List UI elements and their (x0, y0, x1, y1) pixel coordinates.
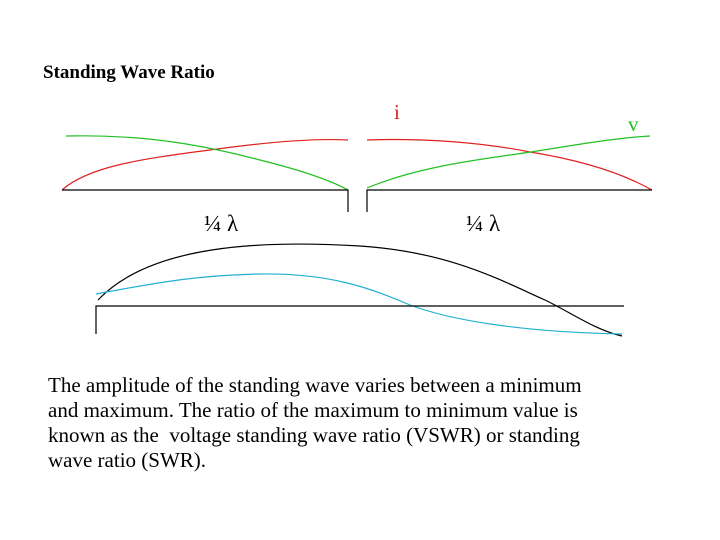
left-baseline (62, 189, 349, 212)
right-baseline (366, 189, 652, 212)
left-current-curve (61, 138, 349, 191)
left-quarter-wave-panel (61, 135, 349, 212)
voltage-label: v (628, 112, 639, 136)
description-line: and maximum. The ratio of the maximum to… (48, 398, 578, 422)
quarter-wave-label-left: ¼ λ (204, 211, 239, 236)
description-line: known as the voltage standing wave ratio… (48, 423, 580, 447)
combined-wave-curve (97, 243, 623, 337)
right-current-curve (366, 138, 653, 191)
description-line: The amplitude of the standing wave varie… (48, 373, 582, 397)
current-label: i (394, 100, 400, 124)
left-voltage-curve (65, 135, 349, 191)
combined-wave-panel (95, 243, 624, 337)
right-voltage-curve (366, 135, 651, 189)
right-quarter-wave-panel (366, 135, 653, 212)
description-paragraph: The amplitude of the standing wave varie… (48, 373, 668, 473)
quarter-wave-label-right: ¼ λ (466, 211, 501, 236)
description-line: wave ratio (SWR). (48, 448, 207, 472)
slide-title: Standing Wave Ratio (43, 62, 215, 83)
combined-baseline (95, 305, 624, 334)
reflected-wave-curve (95, 273, 623, 335)
